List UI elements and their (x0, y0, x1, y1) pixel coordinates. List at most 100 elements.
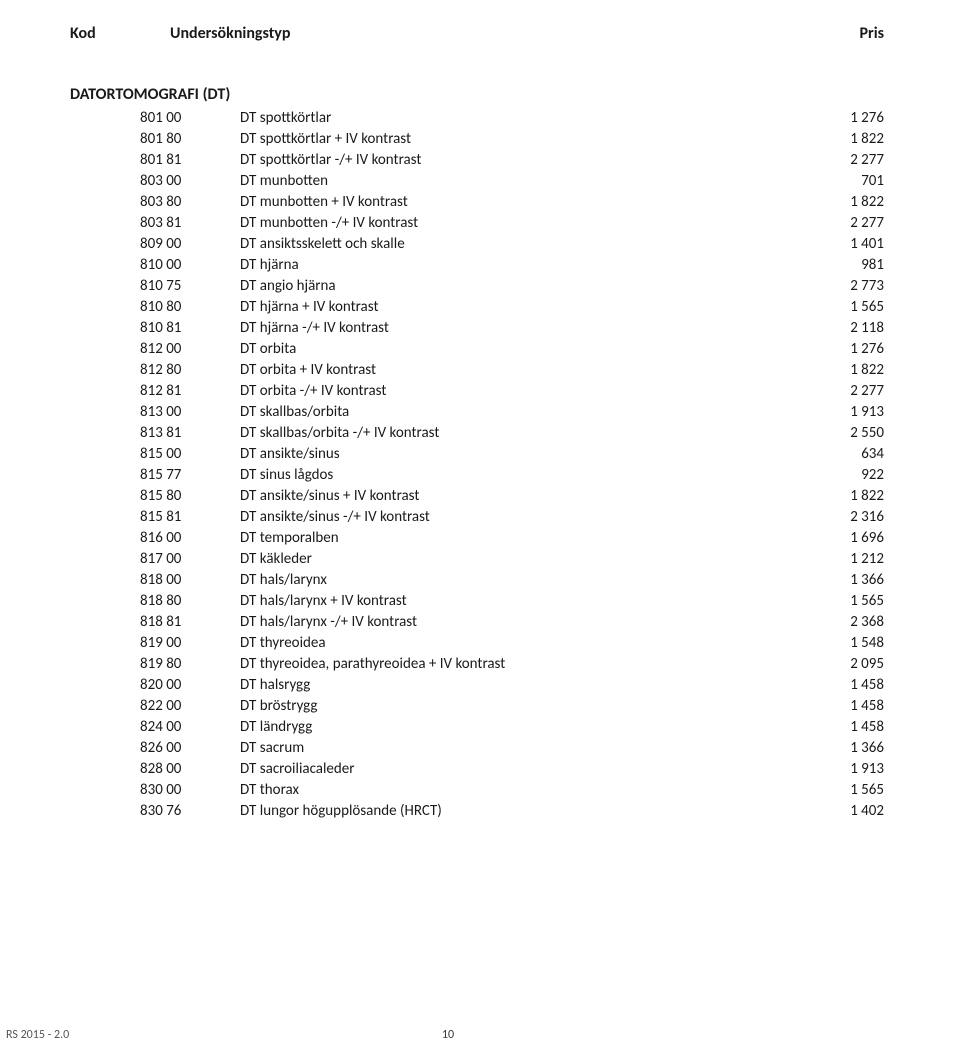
row-code: 812 80 (140, 360, 240, 381)
table-row: 810 00DT hjärna981 (140, 255, 890, 276)
row-price: 1 458 (794, 717, 890, 738)
table-row: 809 00DT ansiktsskelett och skalle1 401 (140, 234, 890, 255)
row-code: 801 00 (140, 108, 240, 129)
table-row: 826 00DT sacrum1 366 (140, 738, 890, 759)
row-code: 830 00 (140, 780, 240, 801)
row-name: DT ansikte/sinus (240, 444, 794, 465)
row-price: 2 550 (794, 423, 890, 444)
row-price: 701 (794, 171, 890, 192)
row-name: DT ansikte/sinus -/+ IV kontrast (240, 507, 794, 528)
table-row: 820 00DT halsrygg1 458 (140, 675, 890, 696)
row-name: DT hals/larynx + IV kontrast (240, 591, 794, 612)
row-price: 634 (794, 444, 890, 465)
table-row: 830 76DT lungor högupplösande (HRCT)1 40… (140, 801, 890, 822)
row-code: 810 00 (140, 255, 240, 276)
row-code: 813 00 (140, 402, 240, 423)
header-kod: Kod (70, 24, 170, 43)
row-price: 1 565 (794, 297, 890, 318)
row-code: 824 00 (140, 717, 240, 738)
row-name: DT spottkörtlar + IV kontrast (240, 129, 794, 150)
row-name: DT orbita + IV kontrast (240, 360, 794, 381)
section-title: DATORTOMOGRAFI (DT) (70, 85, 890, 104)
row-code: 810 81 (140, 318, 240, 339)
row-name: DT skallbas/orbita -/+ IV kontrast (240, 423, 794, 444)
row-price: 2 773 (794, 276, 890, 297)
row-name: DT skallbas/orbita (240, 402, 794, 423)
row-name: DT hjärna + IV kontrast (240, 297, 794, 318)
table-row: 801 80DT spottkörtlar + IV kontrast1 822 (140, 129, 890, 150)
row-name: DT sinus lågdos (240, 465, 794, 486)
row-code: 810 80 (140, 297, 240, 318)
row-code: 822 00 (140, 696, 240, 717)
row-code: 819 00 (140, 633, 240, 654)
row-price: 1 276 (794, 108, 890, 129)
row-price: 1 212 (794, 549, 890, 570)
row-price: 922 (794, 465, 890, 486)
row-name: DT ansikte/sinus + IV kontrast (240, 486, 794, 507)
price-rows: 801 00DT spottkörtlar1 276801 80DT spott… (70, 108, 890, 822)
footer: RS 2015 - 2.0 10 (0, 1028, 960, 1042)
row-name: DT spottkörtlar -/+ IV kontrast (240, 150, 794, 171)
table-row: 815 80DT ansikte/sinus + IV kontrast1 82… (140, 486, 890, 507)
row-name: DT sacroiliacaleder (240, 759, 794, 780)
row-code: 815 80 (140, 486, 240, 507)
row-price: 2 277 (794, 213, 890, 234)
row-code: 819 80 (140, 654, 240, 675)
row-price: 1 913 (794, 402, 890, 423)
row-name: DT munbotten + IV kontrast (240, 192, 794, 213)
row-code: 817 00 (140, 549, 240, 570)
row-price: 1 458 (794, 696, 890, 717)
row-code: 803 81 (140, 213, 240, 234)
row-code: 815 00 (140, 444, 240, 465)
row-name: DT thyreoidea (240, 633, 794, 654)
row-name: DT hjärna (240, 255, 794, 276)
table-row: 803 00DT munbotten701 (140, 171, 890, 192)
table-row: 813 81DT skallbas/orbita -/+ IV kontrast… (140, 423, 890, 444)
row-code: 815 81 (140, 507, 240, 528)
table-row: 819 80DT thyreoidea, parathyreoidea + IV… (140, 654, 890, 675)
row-name: DT hals/larynx (240, 570, 794, 591)
table-row: 822 00DT bröstrygg1 458 (140, 696, 890, 717)
row-code: 801 80 (140, 129, 240, 150)
row-code: 818 00 (140, 570, 240, 591)
row-name: DT spottkörtlar (240, 108, 794, 129)
row-code: 812 81 (140, 381, 240, 402)
table-row: 828 00DT sacroiliacaleder1 913 (140, 759, 890, 780)
row-name: DT hals/larynx -/+ IV kontrast (240, 612, 794, 633)
row-code: 815 77 (140, 465, 240, 486)
table-row: 801 00DT spottkörtlar1 276 (140, 108, 890, 129)
table-row: 813 00DT skallbas/orbita1 913 (140, 402, 890, 423)
row-price: 1 276 (794, 339, 890, 360)
row-price: 1 913 (794, 759, 890, 780)
row-price: 2 316 (794, 507, 890, 528)
row-price: 1 822 (794, 486, 890, 507)
row-price: 1 822 (794, 129, 890, 150)
row-price: 1 565 (794, 591, 890, 612)
row-price: 1 366 (794, 570, 890, 591)
table-row: 818 80DT hals/larynx + IV kontrast1 565 (140, 591, 890, 612)
row-price: 1 822 (794, 192, 890, 213)
row-price: 2 277 (794, 150, 890, 171)
row-code: 801 81 (140, 150, 240, 171)
row-price: 981 (794, 255, 890, 276)
page: Kod Undersökningstyp Pris DATORTOMOGRAFI… (0, 0, 960, 1048)
row-price: 2 118 (794, 318, 890, 339)
row-price: 1 822 (794, 360, 890, 381)
table-row: 812 80DT orbita + IV kontrast1 822 (140, 360, 890, 381)
row-name: DT thorax (240, 780, 794, 801)
table-row: 810 75DT angio hjärna2 773 (140, 276, 890, 297)
row-code: 803 00 (140, 171, 240, 192)
row-name: DT bröstrygg (240, 696, 794, 717)
row-name: DT munbotten -/+ IV kontrast (240, 213, 794, 234)
row-code: 812 00 (140, 339, 240, 360)
row-price: 1 565 (794, 780, 890, 801)
table-row: 803 81DT munbotten -/+ IV kontrast2 277 (140, 213, 890, 234)
row-code: 818 80 (140, 591, 240, 612)
footer-page-number: 10 (301, 1028, 596, 1042)
row-code: 828 00 (140, 759, 240, 780)
table-row: 817 00DT käkleder1 212 (140, 549, 890, 570)
row-price: 1 458 (794, 675, 890, 696)
table-row: 815 77DT sinus lågdos922 (140, 465, 890, 486)
row-code: 813 81 (140, 423, 240, 444)
row-price: 1 548 (794, 633, 890, 654)
